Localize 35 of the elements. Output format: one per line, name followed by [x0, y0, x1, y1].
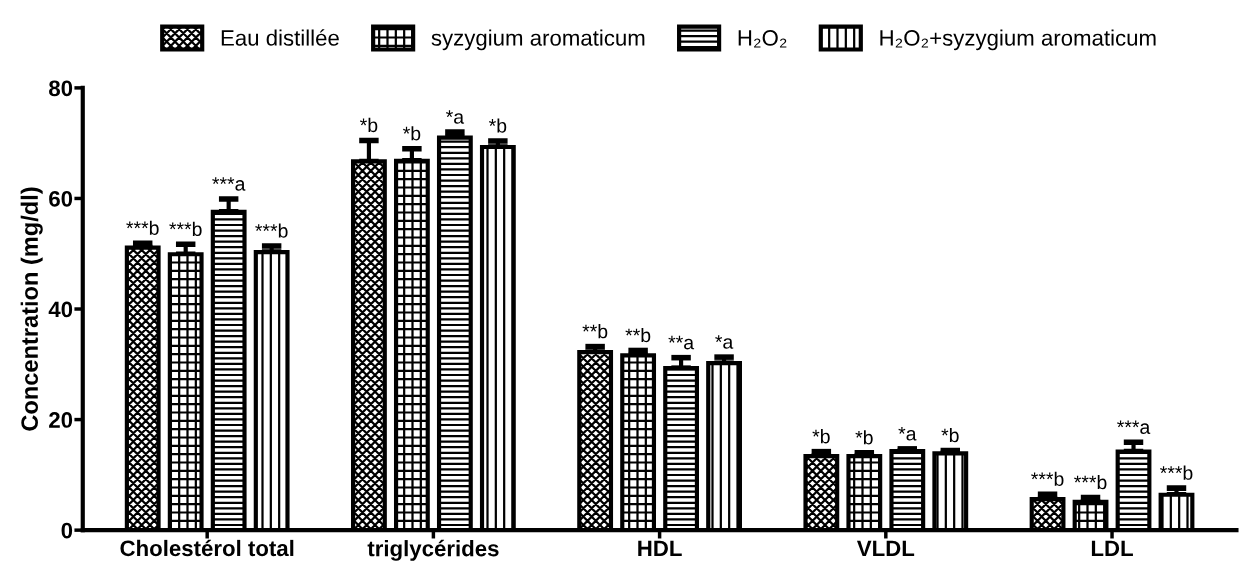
data-label: **b [625, 327, 651, 343]
data-label: *b [812, 429, 830, 444]
data-label: *b [360, 117, 378, 133]
y-tick-label: 80 [49, 80, 73, 97]
x-tick-label: Cholestérol total [120, 539, 294, 557]
x-tick-label: HDL [638, 540, 682, 556]
y-tick-label: 0 [61, 522, 73, 539]
data-label: *b [403, 126, 421, 141]
data-label: ***b [1031, 471, 1064, 486]
legend-label: syzygium aromaticum [431, 29, 645, 51]
legend-label: H₂O₂ [738, 30, 787, 48]
data-label: *b [941, 427, 959, 443]
x-tick-label: VLDL [856, 540, 915, 556]
data-label: *a [715, 335, 734, 349]
y-tick-label: 40 [48, 301, 73, 318]
y-axis-title: Concentration (mg/dl) [20, 187, 43, 431]
data-label: ***b [1160, 465, 1193, 480]
data-label: ***a [212, 177, 246, 191]
data-label: ***b [255, 223, 288, 238]
data-label: *b [855, 430, 873, 445]
data-label: **b [582, 324, 608, 339]
data-label: ***b [1074, 474, 1107, 490]
x-tick-label: LDL [1091, 540, 1133, 556]
data-label: ***b [126, 220, 159, 235]
y-tick-label: 60 [49, 190, 73, 207]
data-label: **a [668, 335, 695, 350]
data-label: *a [446, 110, 465, 124]
y-tick-label: 20 [49, 412, 73, 428]
legend-label: Eau distillée [221, 29, 339, 46]
x-tick-label: triglycérides [367, 539, 499, 561]
data-label: *b [488, 118, 507, 133]
data-label: ***a [1117, 420, 1151, 434]
legend-label: H₂O₂+syzygium aromaticum [880, 29, 1156, 51]
data-label: ***b [169, 221, 202, 237]
data-label: *a [898, 427, 917, 441]
